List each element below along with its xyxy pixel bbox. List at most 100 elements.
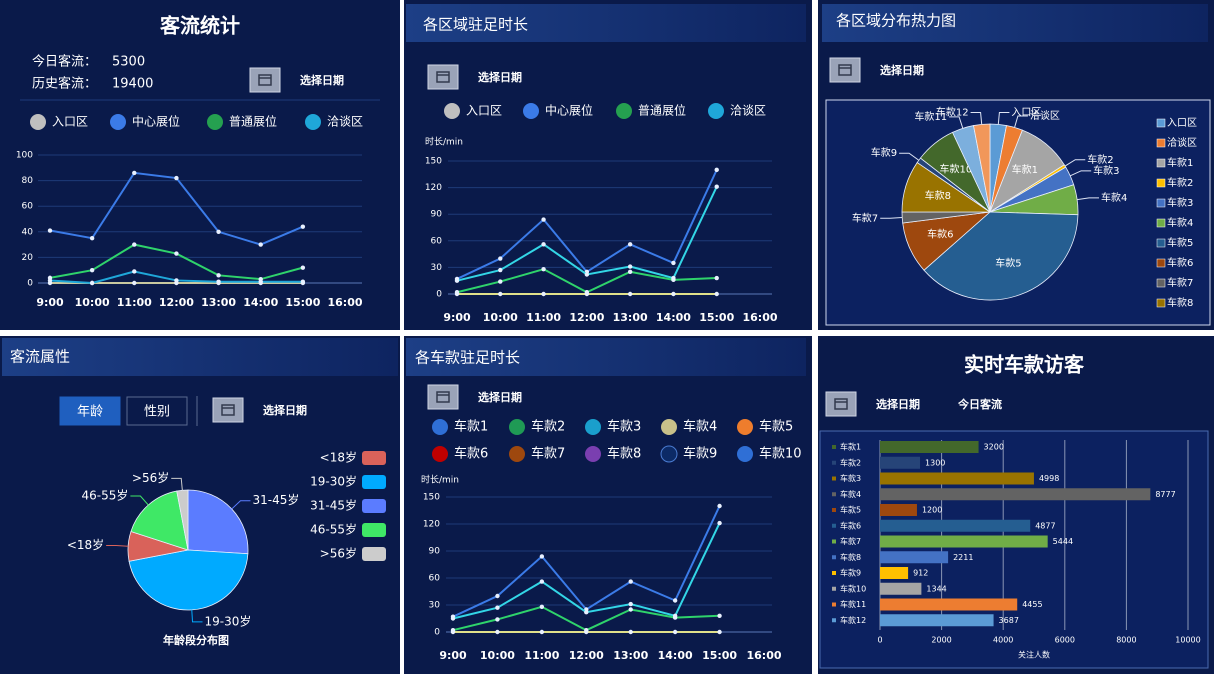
slice-label: 入口区 bbox=[1011, 106, 1041, 118]
legend-swatch[interactable] bbox=[661, 419, 677, 435]
legend-swatch[interactable] bbox=[1156, 118, 1166, 128]
legend-swatch[interactable] bbox=[585, 446, 601, 462]
legend-label[interactable]: 洽谈区 bbox=[730, 104, 766, 118]
legend-swatch[interactable] bbox=[432, 419, 448, 435]
legend-label[interactable]: 车款8 bbox=[607, 446, 641, 462]
control-label[interactable]: 今日客流 bbox=[957, 397, 1002, 411]
calendar-button[interactable] bbox=[825, 391, 857, 417]
stat-label: 历史客流： bbox=[32, 76, 97, 92]
panel-title: 各区域分布热力图 bbox=[836, 12, 956, 30]
legend-label[interactable]: 车款9 bbox=[683, 446, 717, 462]
legend-swatch[interactable] bbox=[362, 499, 386, 513]
legend-label[interactable]: 中心展位 bbox=[545, 103, 593, 118]
control-label[interactable]: 选择日期 bbox=[876, 397, 920, 411]
panel bbox=[404, 336, 812, 674]
calendar-icon bbox=[834, 398, 848, 410]
legend-swatch[interactable] bbox=[1156, 218, 1166, 228]
slice-label: 车款2 bbox=[1087, 153, 1113, 166]
legend-swatch[interactable] bbox=[509, 419, 525, 435]
legend-swatch[interactable] bbox=[1156, 178, 1166, 188]
legend-swatch[interactable] bbox=[1156, 278, 1166, 288]
data-point bbox=[671, 291, 676, 297]
calendar-button[interactable] bbox=[427, 384, 459, 410]
legend-swatch[interactable] bbox=[1156, 198, 1166, 208]
legend-swatch[interactable] bbox=[523, 103, 539, 119]
legend-label[interactable]: 中心展位 bbox=[132, 114, 180, 129]
control-label[interactable]: 选择日期 bbox=[263, 403, 307, 417]
calendar-button[interactable] bbox=[829, 57, 861, 83]
y-tick-label: 30 bbox=[429, 601, 441, 611]
control-label[interactable]: 选择日期 bbox=[478, 70, 522, 84]
legend-label[interactable]: 车款5 bbox=[759, 419, 793, 435]
legend-swatch[interactable] bbox=[1156, 138, 1166, 148]
legend-swatch[interactable] bbox=[110, 114, 126, 130]
legend-swatch[interactable] bbox=[362, 475, 386, 489]
legend-swatch[interactable] bbox=[708, 103, 724, 119]
calendar-button[interactable] bbox=[427, 64, 459, 90]
legend-label[interactable]: 车款6 bbox=[1167, 256, 1193, 269]
data-label: 2211 bbox=[953, 553, 973, 562]
legend-label[interactable]: 车款2 bbox=[1167, 176, 1193, 189]
legend-swatch[interactable] bbox=[585, 419, 601, 435]
legend-label[interactable]: 普通展位 bbox=[229, 114, 277, 129]
calendar-button[interactable] bbox=[212, 397, 244, 423]
tab-label[interactable]: 年龄 bbox=[77, 405, 103, 420]
legend-label[interactable]: 车款4 bbox=[1167, 216, 1193, 229]
legend-label[interactable]: 车款1 bbox=[1167, 156, 1193, 169]
legend-swatch[interactable] bbox=[30, 114, 46, 130]
control-label[interactable]: 选择日期 bbox=[300, 73, 344, 87]
tab-label[interactable]: 性别 bbox=[144, 405, 170, 420]
legend-label[interactable]: 普通展位 bbox=[638, 103, 686, 118]
data-point bbox=[495, 605, 500, 610]
legend-label[interactable]: >56岁 bbox=[320, 546, 357, 561]
legend-label[interactable]: 车款7 bbox=[1167, 276, 1193, 289]
legend-swatch[interactable] bbox=[509, 446, 525, 462]
legend-swatch[interactable] bbox=[305, 114, 321, 130]
legend-swatch[interactable] bbox=[1156, 158, 1166, 168]
calendar-button[interactable] bbox=[249, 67, 281, 93]
legend-swatch[interactable] bbox=[660, 445, 678, 463]
legend-swatch[interactable] bbox=[362, 523, 386, 537]
legend-label[interactable]: 入口区 bbox=[466, 104, 502, 118]
x-tick-label: 14:00 bbox=[243, 296, 278, 309]
legend-swatch[interactable] bbox=[1156, 258, 1166, 268]
legend-swatch bbox=[832, 476, 836, 481]
legend-label[interactable]: 入口区 bbox=[1167, 117, 1197, 129]
legend-label[interactable]: 洽谈区 bbox=[1167, 136, 1197, 149]
legend-label[interactable]: 46-55岁 bbox=[310, 522, 357, 537]
calendar-icon bbox=[838, 64, 852, 76]
legend-label[interactable]: 车款10 bbox=[759, 446, 802, 462]
legend-swatch[interactable] bbox=[1156, 298, 1166, 308]
legend-swatch[interactable] bbox=[444, 103, 460, 119]
legend-label[interactable]: 31-45岁 bbox=[310, 498, 357, 513]
legend-swatch[interactable] bbox=[207, 114, 223, 130]
legend-swatch[interactable] bbox=[362, 451, 386, 465]
legend-swatch[interactable] bbox=[362, 547, 386, 561]
legend-label[interactable]: 车款5 bbox=[1167, 236, 1193, 249]
legend-label[interactable]: 车款3 bbox=[1167, 196, 1193, 209]
legend-swatch[interactable] bbox=[1156, 238, 1166, 248]
legend-swatch[interactable] bbox=[737, 446, 753, 462]
slice-label: 31-45岁 bbox=[252, 492, 299, 507]
legend-label[interactable]: 车款3 bbox=[607, 419, 641, 435]
legend-label[interactable]: 洽谈区 bbox=[327, 115, 363, 129]
legend-label[interactable]: 入口区 bbox=[52, 115, 88, 129]
legend-label[interactable]: 车款1 bbox=[454, 419, 488, 435]
legend-label[interactable]: 19-30岁 bbox=[310, 474, 357, 489]
legend-label[interactable]: 车款2 bbox=[531, 419, 565, 435]
control-label[interactable]: 选择日期 bbox=[478, 390, 522, 404]
tab[interactable] bbox=[126, 396, 188, 426]
legend-swatch[interactable] bbox=[616, 103, 632, 119]
legend-label[interactable]: 车款8 bbox=[1167, 296, 1193, 309]
legend-label[interactable]: 车款6 bbox=[454, 446, 488, 462]
legend-label[interactable]: 车款7 bbox=[531, 446, 565, 462]
control-label[interactable]: 选择日期 bbox=[880, 63, 924, 77]
legend-swatch[interactable] bbox=[432, 446, 448, 462]
legend-swatch[interactable] bbox=[737, 419, 753, 435]
legend-label[interactable]: 车款4 bbox=[683, 419, 717, 435]
data-label: 4877 bbox=[1035, 521, 1055, 530]
tab[interactable] bbox=[59, 396, 121, 426]
data-point bbox=[541, 266, 546, 272]
data-label: 4455 bbox=[1022, 600, 1042, 609]
legend-label[interactable]: <18岁 bbox=[320, 450, 357, 465]
